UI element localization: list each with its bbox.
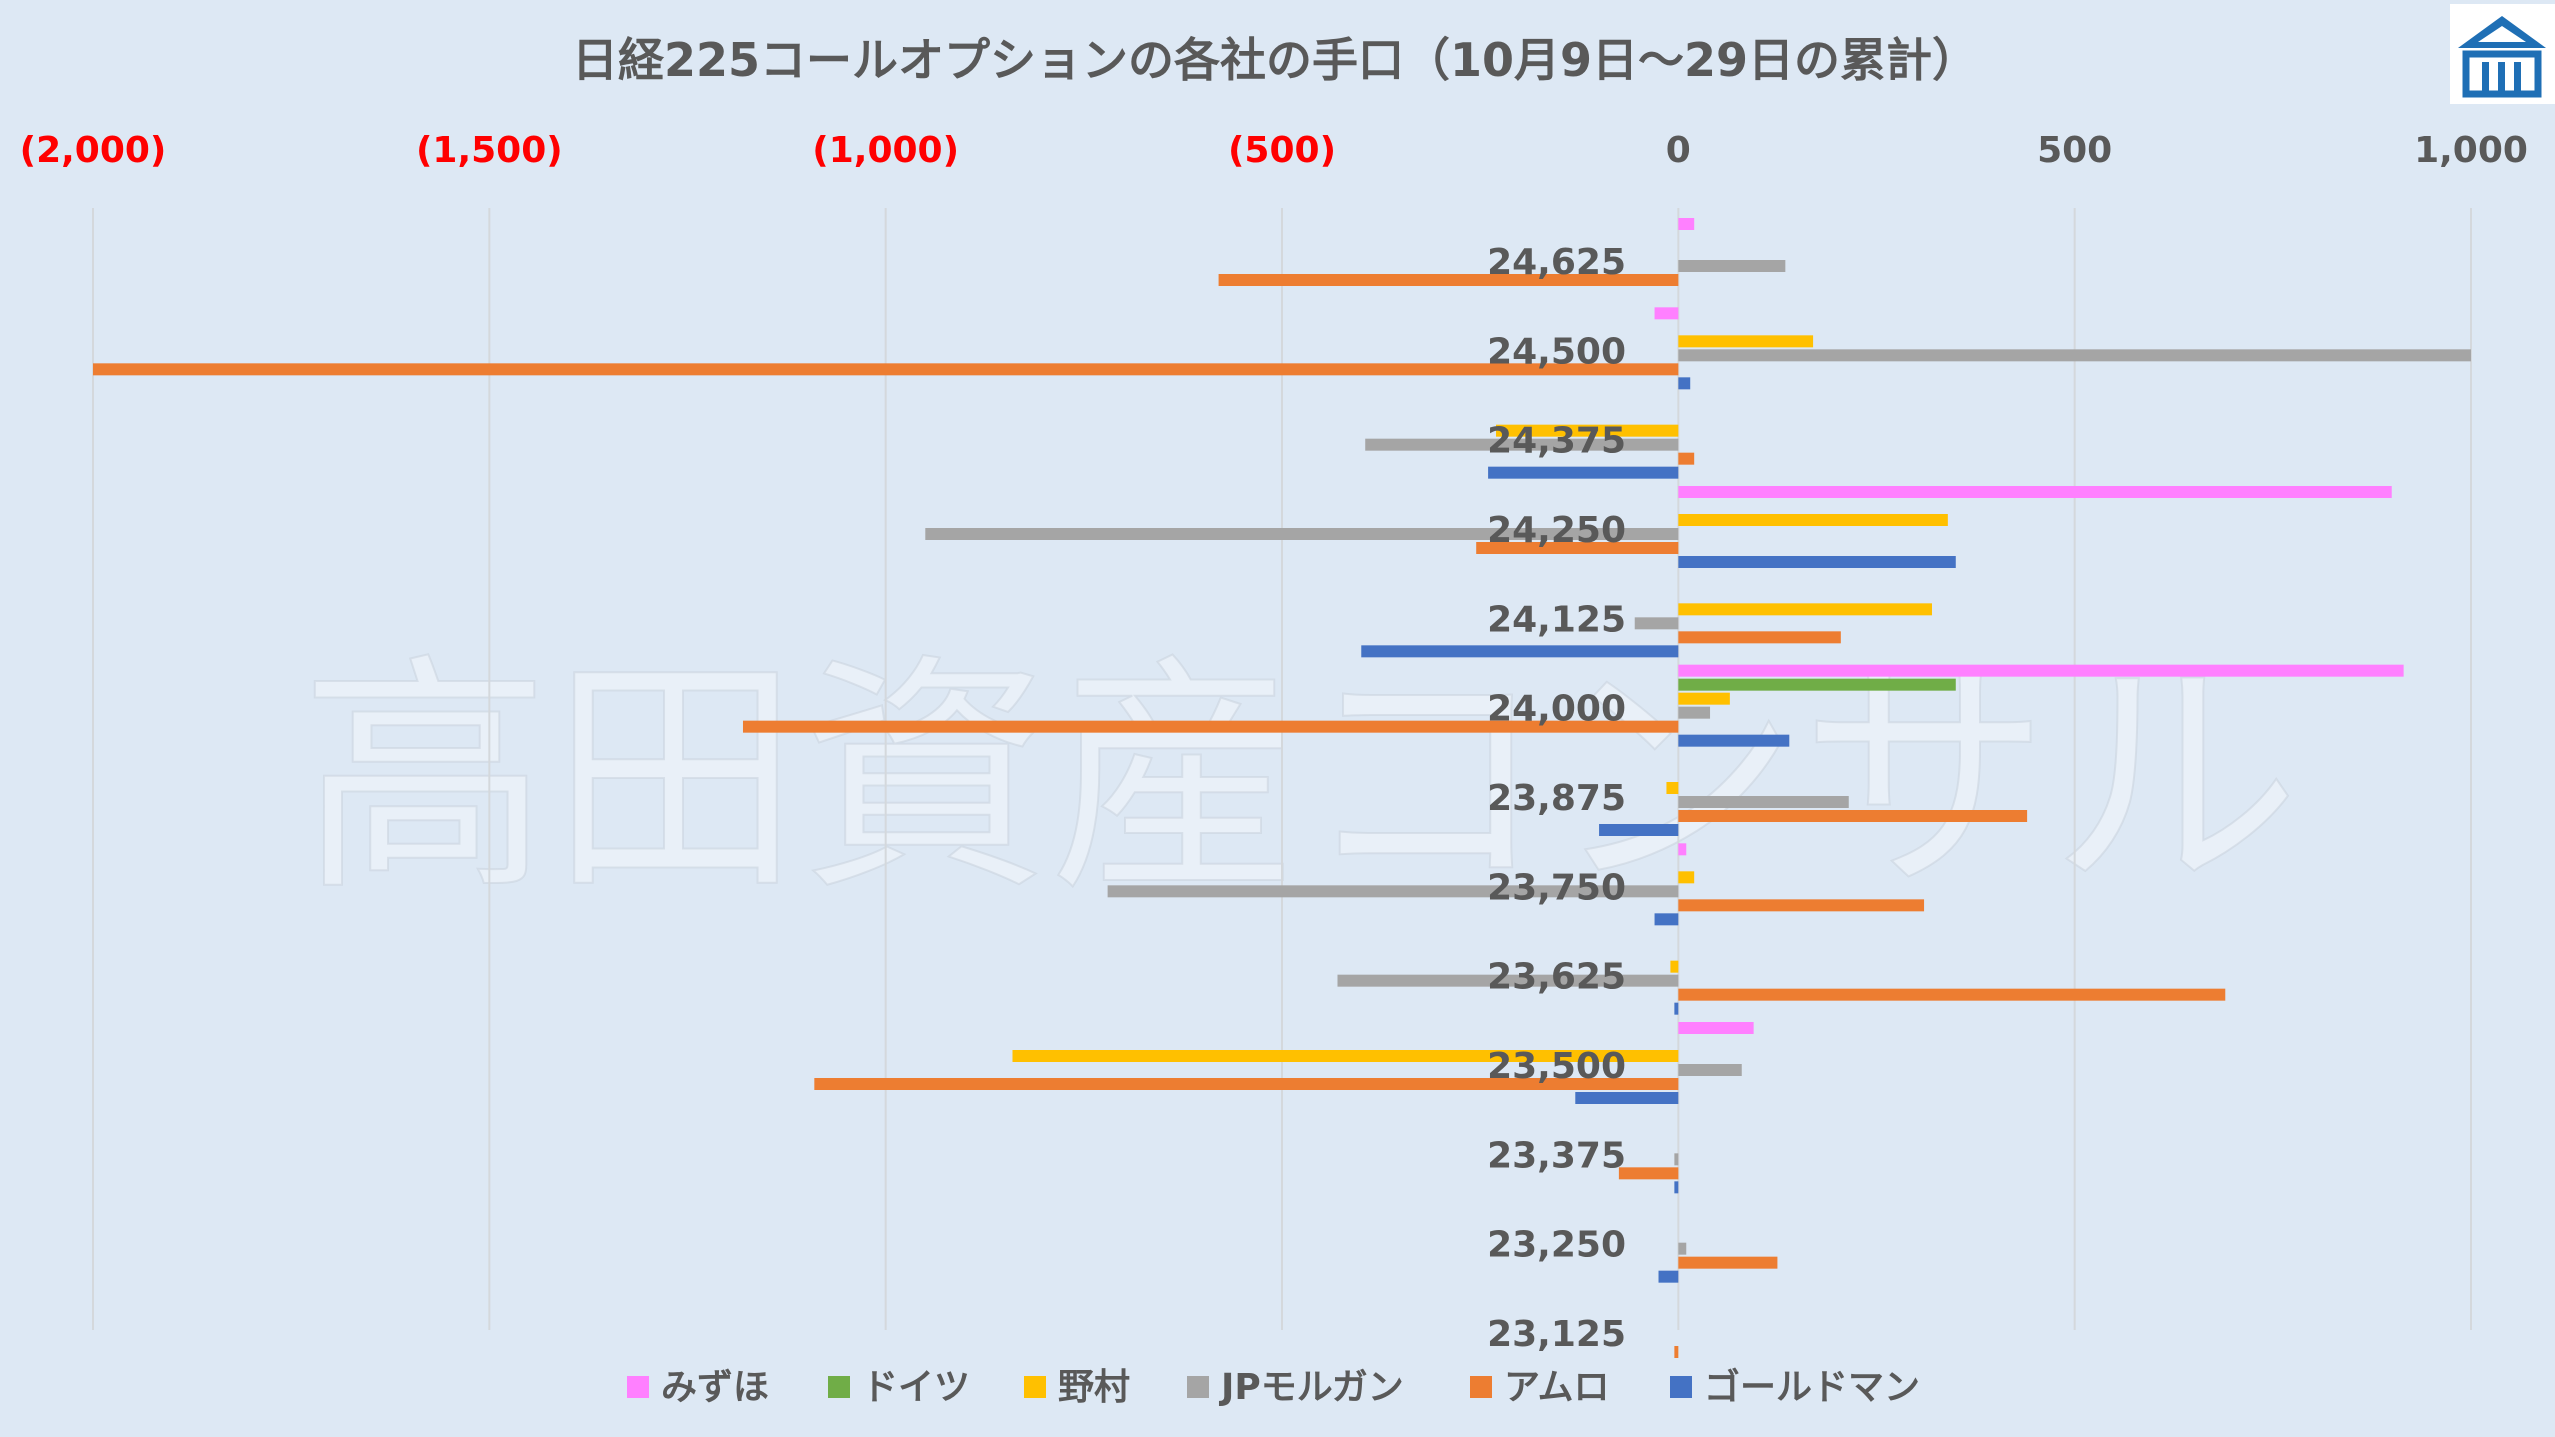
bar [1678, 843, 1687, 856]
bar [1678, 452, 1695, 465]
x-tick-label: 1,000 [2414, 130, 2528, 171]
legend-label: ゴールドマン [1704, 1366, 1920, 1408]
bar [1674, 1153, 1679, 1166]
bar [1678, 899, 1925, 912]
bar [1654, 913, 1679, 926]
category-label: 24,125 [1487, 599, 1626, 640]
bar [1678, 349, 2471, 362]
bar [1678, 988, 2226, 1001]
takada-asset-logo [2450, 4, 2555, 104]
legend: みずほ ドイツ 野村 JPモルガン アムロ ゴールドマン [627, 1366, 1920, 1408]
category-label: 23,875 [1487, 778, 1626, 819]
bar [1678, 1064, 1742, 1076]
x-tick-label: (500) [1228, 130, 1336, 171]
bar [925, 528, 1679, 540]
x-tick-label: (1,500) [416, 130, 563, 171]
category-label: 24,375 [1487, 421, 1626, 462]
bar [1678, 678, 1956, 691]
bar [1674, 1181, 1679, 1194]
category-label: 23,250 [1487, 1225, 1626, 1266]
bar [814, 1078, 1679, 1090]
bar [1678, 603, 1932, 616]
bar [1678, 556, 1956, 568]
bar [1488, 466, 1679, 479]
bar [1678, 1242, 1687, 1255]
bar [1476, 542, 1679, 554]
legend-label: アムロ [1504, 1367, 1609, 1408]
category-label: 23,500 [1487, 1046, 1626, 1087]
bar [1678, 260, 1786, 272]
bar [742, 720, 1679, 733]
bar [1678, 486, 2392, 498]
x-axis-ticks: (2,000) (1,500) (1,000) (500) 0 500 1,000 [20, 130, 2528, 171]
category-label: 24,250 [1487, 510, 1626, 551]
bar [1666, 782, 1679, 794]
category-label: 23,125 [1487, 1314, 1626, 1355]
bar [1678, 796, 1849, 808]
bar [1496, 424, 1679, 437]
bar [1107, 885, 1679, 898]
bar [1678, 871, 1695, 884]
legend-swatch [627, 1376, 649, 1398]
bar [1361, 645, 1679, 658]
bar [1678, 631, 1841, 644]
bar [1658, 1270, 1679, 1283]
category-label: 23,750 [1487, 867, 1626, 908]
bar [1678, 335, 1814, 348]
bar [1575, 1092, 1679, 1104]
bar [1678, 734, 1790, 747]
bar [93, 363, 1679, 376]
bar [1678, 1022, 1754, 1034]
bar [1674, 1346, 1679, 1358]
bar [1678, 514, 1948, 526]
bars-layer [93, 218, 2471, 1358]
bar [1670, 960, 1679, 973]
category-label: 23,375 [1487, 1135, 1626, 1176]
bar [1365, 438, 1679, 451]
bar [1674, 1002, 1679, 1015]
bar [1678, 218, 1695, 230]
legend-swatch [1670, 1376, 1692, 1398]
legend-swatch [828, 1376, 850, 1398]
legend-label: JPモルガン [1218, 1367, 1404, 1408]
bar [1678, 377, 1691, 390]
chart-title: 日経225コールオプションの各社の手口（10月9日～29日の累計） [572, 33, 1978, 87]
bar [1337, 974, 1679, 987]
bar [1678, 664, 2404, 677]
x-tick-label: (2,000) [20, 130, 167, 171]
bar [1618, 1167, 1679, 1180]
legend-label: みずほ [661, 1367, 769, 1408]
x-tick-label: 500 [2037, 130, 2112, 171]
legend-swatch [1470, 1376, 1492, 1398]
x-tick-label: 0 [1666, 130, 1691, 171]
legend-swatch [1187, 1376, 1209, 1398]
bar [1678, 1256, 1778, 1269]
category-label: 24,000 [1487, 689, 1626, 730]
bar [1599, 824, 1679, 836]
watermark-text: 高田資産コンサル [300, 633, 2300, 924]
category-label: 24,500 [1487, 331, 1626, 372]
bar [1678, 692, 1730, 705]
category-label: 24,625 [1487, 242, 1626, 283]
bar [1678, 810, 2028, 822]
bar [1678, 706, 1711, 719]
x-tick-label: (1,000) [812, 130, 959, 171]
bar [1218, 274, 1679, 286]
category-labels: 24,625 24,500 24,375 24,250 24,125 24,000 23,8… [1487, 242, 1626, 1355]
bar [1654, 307, 1679, 320]
legend-label: ドイツ [862, 1367, 970, 1408]
bar [1634, 617, 1679, 630]
gridlines [92, 208, 2472, 1330]
category-label: 23,625 [1487, 957, 1626, 998]
legend-label: 野村 [1058, 1367, 1130, 1408]
bar [1012, 1050, 1679, 1062]
legend-swatch [1024, 1376, 1046, 1398]
